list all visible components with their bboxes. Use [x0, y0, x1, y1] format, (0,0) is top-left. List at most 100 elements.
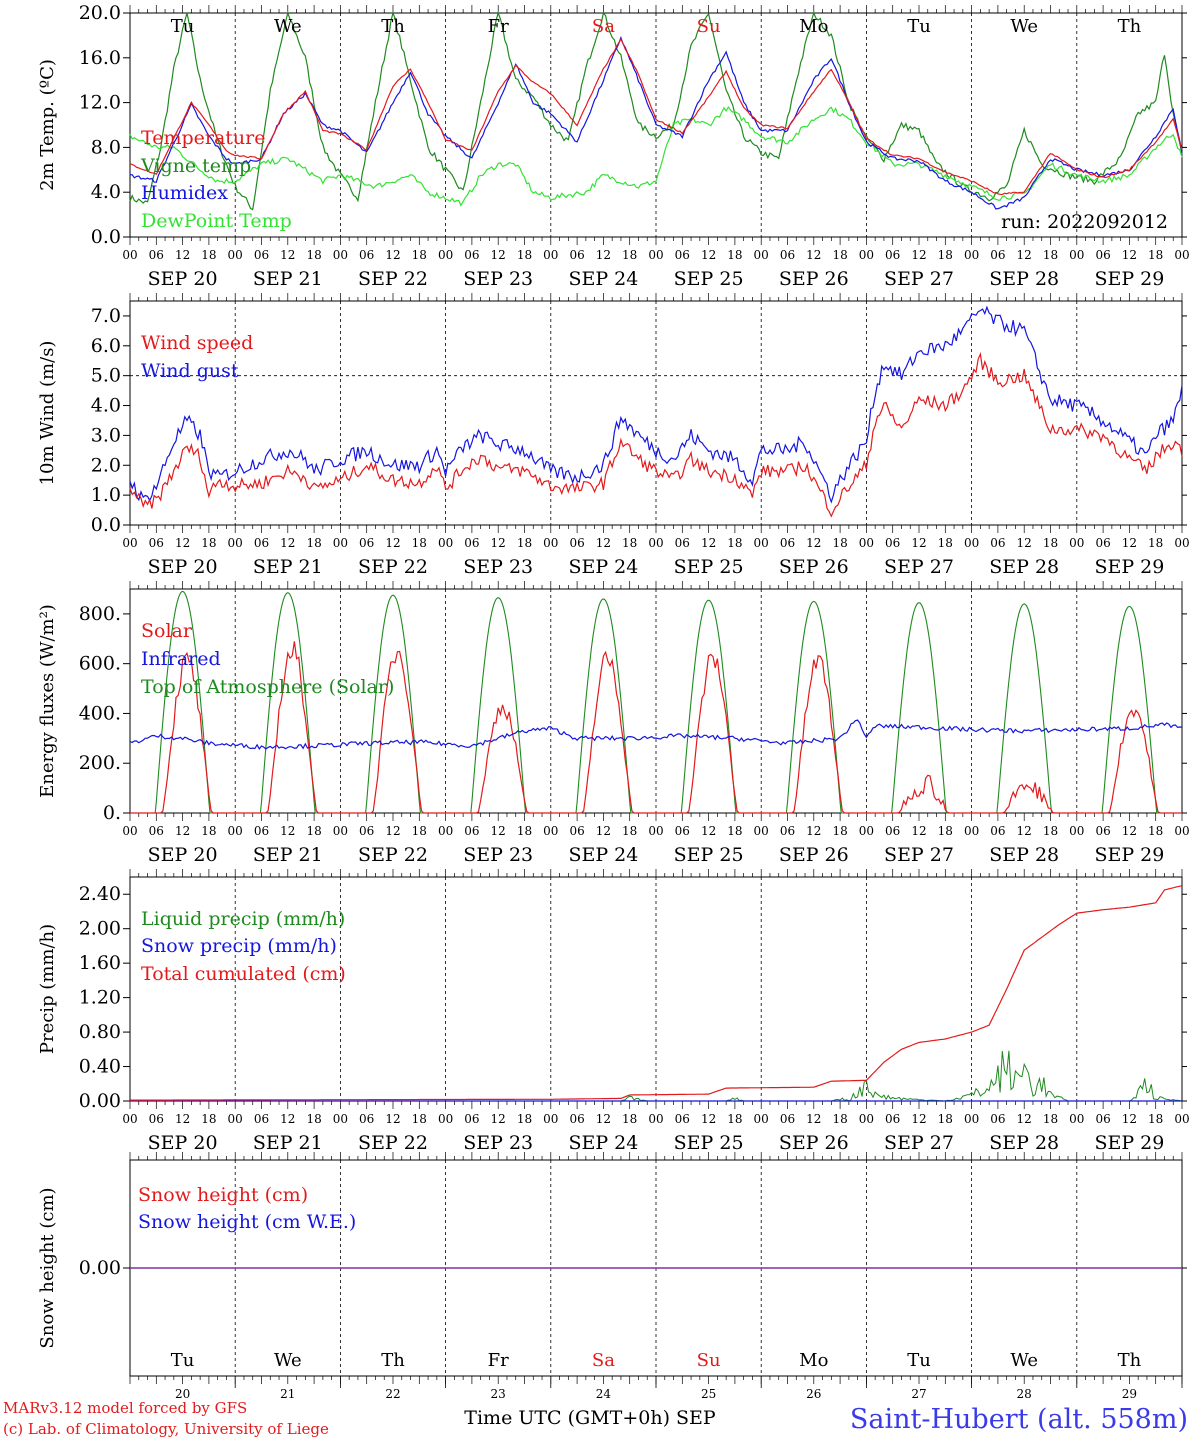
x-hour-label: 00 [648, 248, 663, 262]
x-date-label: SEP 24 [568, 268, 638, 290]
legend-snow-height: Snow height (cm) [138, 1184, 308, 1206]
y-axis-label: Precip (mm/h) [37, 924, 58, 1054]
panel-frame [129, 588, 1183, 814]
x-hour-label: 06 [569, 824, 584, 838]
x-date-label: SEP 25 [674, 1132, 744, 1154]
x-hour-label: 18 [938, 536, 953, 550]
y-tick-label: 12.0 [79, 92, 121, 114]
legend-solar: Solar [141, 620, 193, 642]
x-hour-label: 06 [254, 824, 269, 838]
y-tick-label: 4.0 [91, 395, 121, 417]
wind-speed-line [129, 351, 1183, 518]
x-hour-label: 18 [1148, 536, 1163, 550]
x-hour-label: 00 [1069, 536, 1084, 550]
x-hour-label: 12 [911, 1112, 926, 1126]
day-name-bottom: We [1010, 1350, 1038, 1371]
x-hour-label: 18 [306, 1112, 321, 1126]
x-hour-label: 18 [832, 1112, 847, 1126]
x-hour-label: 00 [859, 1112, 874, 1126]
x-hour-label: 18 [201, 248, 216, 262]
x-date-label: SEP 26 [779, 268, 849, 290]
x-hour-label: 18 [727, 536, 742, 550]
legend-temperature-line: Temperature [141, 127, 265, 149]
x-date-label: SEP 25 [674, 268, 744, 290]
x-hour-label: 00 [754, 824, 769, 838]
day-name-bottom: Tu [907, 1350, 931, 1371]
x-hour-label: 12 [911, 248, 926, 262]
day-name-bottom: Th [1118, 1350, 1142, 1371]
x-hour-label: 18 [832, 248, 847, 262]
x-hour-label: 18 [938, 1112, 953, 1126]
legend-toa-solar: Top of Atmosphere (Solar) [141, 676, 394, 698]
x-hour-label: 18 [412, 248, 427, 262]
day-number: 21 [280, 1387, 295, 1401]
x-hour-label: 18 [201, 1112, 216, 1126]
x-date-label: SEP 25 [674, 556, 744, 578]
x-hour-label: 12 [491, 1112, 506, 1126]
y-tick-label: 2.00 [79, 918, 121, 940]
day-name-top: Th [1118, 16, 1142, 37]
x-date-label: SEP 28 [989, 556, 1059, 578]
x-hour-label: 12 [175, 248, 190, 262]
day-number: 23 [491, 1387, 506, 1401]
x-hour-label: 00 [648, 824, 663, 838]
x-hour-label: 00 [543, 248, 558, 262]
x-hour-label: 12 [806, 824, 821, 838]
x-hour-label: 12 [1122, 536, 1137, 550]
x-hour-label: 00 [438, 1112, 453, 1126]
x-date-label: SEP 28 [989, 844, 1059, 866]
x-date-label: SEP 20 [148, 1132, 218, 1154]
x-date-label: SEP 27 [884, 268, 954, 290]
y-tick-label: 0.0 [91, 226, 121, 248]
x-hour-label: 06 [885, 536, 900, 550]
x-hour-label: 06 [885, 1112, 900, 1126]
x-hour-label: 12 [806, 536, 821, 550]
day-number: 26 [806, 1387, 821, 1401]
x-hour-label: 00 [859, 536, 874, 550]
x-hour-label: 00 [543, 1112, 558, 1126]
x-hour-label: 18 [1043, 1112, 1058, 1126]
day-name-bottom: Su [697, 1350, 721, 1371]
x-hour-label: 18 [306, 248, 321, 262]
x-date-label: SEP 20 [148, 268, 218, 290]
x-hour-label: 00 [1174, 824, 1189, 838]
x-hour-label: 00 [543, 824, 558, 838]
legend-snow-precip: Snow precip (mm/h) [141, 935, 337, 957]
x-hour-label: 00 [859, 248, 874, 262]
x-hour-label: 18 [727, 1112, 742, 1126]
x-hour-label: 06 [885, 824, 900, 838]
x-hour-label: 18 [412, 1112, 427, 1126]
x-hour-label: 00 [122, 536, 137, 550]
y-tick-label: 0.80 [79, 1021, 121, 1043]
x-hour-label: 18 [517, 536, 532, 550]
x-hour-label: 06 [780, 536, 795, 550]
y-axis-label: Snow height (cm) [37, 1187, 58, 1348]
y-tick-label: 1.60 [79, 952, 121, 974]
x-hour-label: 00 [543, 536, 558, 550]
x-date-label: SEP 22 [358, 844, 428, 866]
x-date-label: SEP 21 [253, 1132, 323, 1154]
x-hour-label: 00 [754, 1112, 769, 1126]
x-hour-label: 12 [1122, 1112, 1137, 1126]
y-tick-label: 0.00 [79, 1090, 121, 1112]
x-hour-label: 00 [228, 536, 243, 550]
x-hour-label: 06 [359, 536, 374, 550]
x-hour-label: 06 [149, 536, 164, 550]
x-hour-label: 00 [964, 1112, 979, 1126]
panel-4: 0.00 0.40 0.80 1.20 1.60 2.00 2.40 Precip (mm/h… [37, 869, 1190, 1154]
x-date-label: SEP 21 [253, 844, 323, 866]
x-date-label: SEP 27 [884, 1132, 954, 1154]
credit-line-1: MARv3.12 model forced by GFS [3, 1399, 247, 1417]
x-hour-label: 12 [806, 1112, 821, 1126]
x-hour-label: 00 [438, 248, 453, 262]
x-date-label: SEP 29 [1094, 1132, 1164, 1154]
solar-line [130, 641, 1182, 814]
x-hour-label: 00 [333, 1112, 348, 1126]
day-name-top: Tu [907, 16, 931, 37]
x-hour-label: 00 [754, 248, 769, 262]
x-date-label: SEP 22 [358, 268, 428, 290]
x-date-label: SEP 27 [884, 844, 954, 866]
x-hour-label: 00 [648, 536, 663, 550]
x-date-label: SEP 20 [148, 844, 218, 866]
x-date-label: SEP 20 [148, 556, 218, 578]
